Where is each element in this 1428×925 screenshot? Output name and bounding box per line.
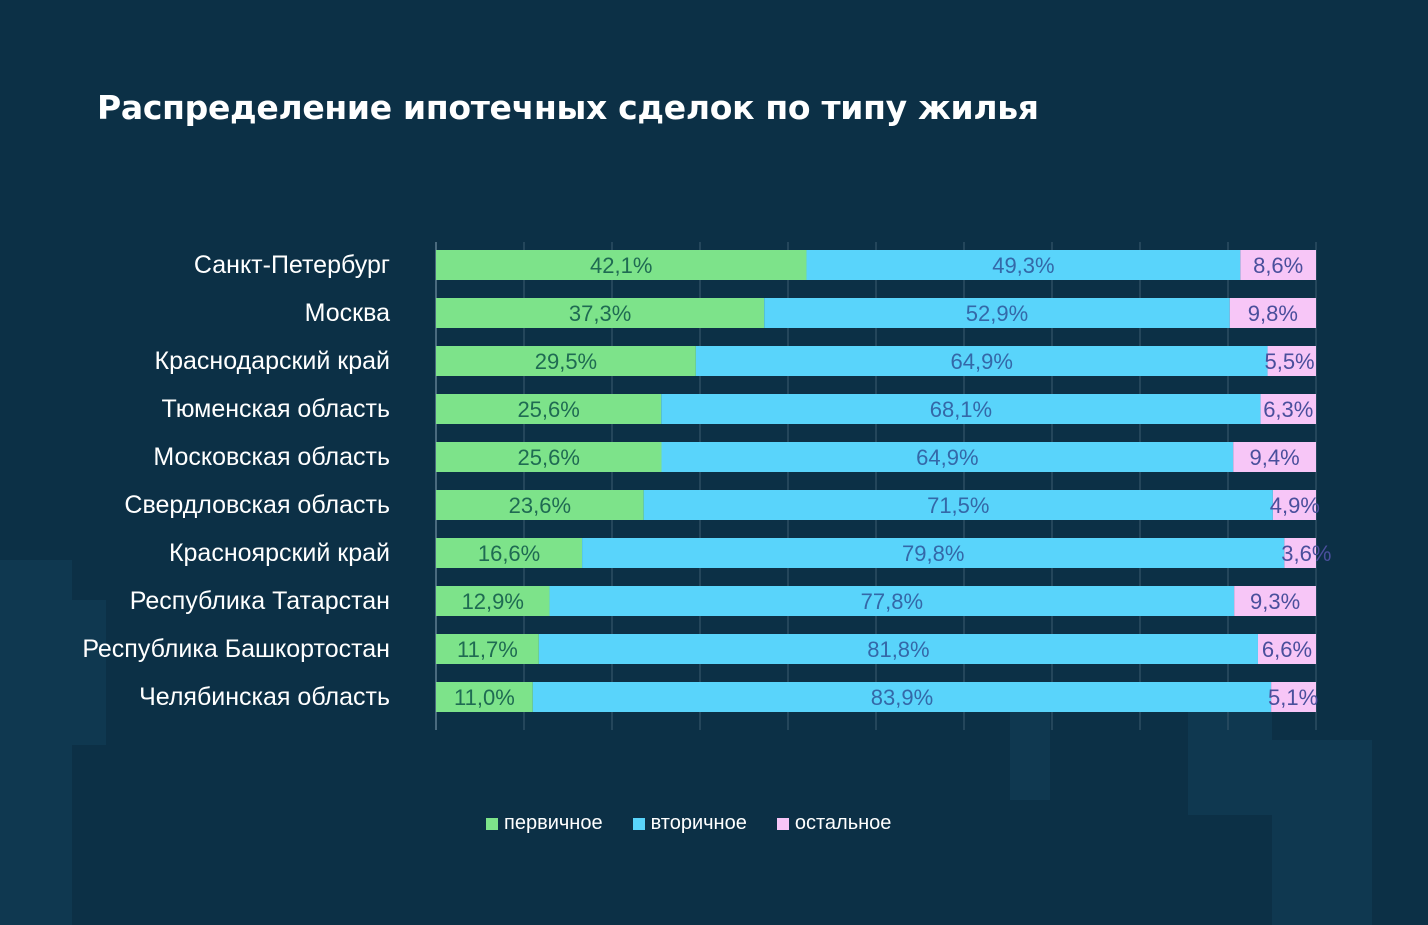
bar-secondary: [643, 490, 1273, 520]
bar-secondary: [538, 634, 1258, 664]
legend-swatch-primary: [486, 817, 498, 830]
legend-item-primary: первичное: [486, 812, 603, 835]
bar-secondary: [549, 586, 1235, 616]
bar-primary: [436, 634, 539, 664]
category-label: Москва: [305, 299, 390, 327]
bar-secondary: [764, 298, 1230, 328]
data-label-other: 9,4%: [1250, 445, 1300, 470]
background-block: [1272, 740, 1372, 925]
data-label-other: 8,6%: [1253, 253, 1303, 278]
category-label: Краснодарский край: [155, 347, 390, 375]
bar-other: [1267, 346, 1316, 376]
category-label: Свердловская область: [124, 491, 390, 519]
bar-primary: [436, 682, 533, 712]
bar-primary: [436, 442, 662, 472]
category-label: Санкт-Петербург: [194, 251, 390, 279]
legend-item-other: остальное: [776, 812, 892, 835]
bar-primary: [436, 298, 765, 328]
bar-secondary: [661, 442, 1234, 472]
data-label-other: 9,8%: [1248, 301, 1298, 326]
data-label-secondary: 64,9%: [951, 349, 1013, 374]
data-label-other: 3,6%: [1281, 541, 1331, 566]
legend-swatch-other: [776, 817, 789, 830]
data-label-primary: 11,7%: [457, 637, 518, 662]
data-label-primary: 42,1%: [590, 253, 652, 278]
data-label-other: 6,3%: [1263, 397, 1313, 422]
data-label-other: 9,3%: [1250, 589, 1300, 614]
bar-primary: [436, 346, 696, 376]
bar-primary: [436, 538, 583, 568]
data-label-primary: 29,5%: [535, 349, 597, 374]
category-label: Республика Татарстан: [130, 587, 390, 615]
bar-secondary: [582, 538, 1285, 568]
legend-label-primary: первичное: [504, 812, 603, 834]
bar-primary: [436, 250, 807, 280]
background-block: [0, 560, 72, 925]
data-label-other: 5,1%: [1268, 685, 1318, 710]
bar-secondary: [806, 250, 1241, 280]
data-label-primary: 37,3%: [569, 301, 631, 326]
bar-other: [1229, 298, 1316, 328]
bar-primary: [436, 490, 644, 520]
bar-secondary: [695, 346, 1268, 376]
category-label: Красноярский край: [169, 539, 390, 567]
bar-other: [1240, 250, 1316, 280]
bar-other: [1271, 682, 1316, 712]
background-block: [72, 600, 106, 745]
bar-other: [1284, 538, 1316, 568]
data-label-other: 5,5%: [1264, 349, 1314, 374]
data-label-secondary: 77,8%: [861, 589, 923, 614]
bar-other: [1233, 442, 1316, 472]
background-block: [1188, 700, 1272, 815]
data-label-secondary: 79,8%: [902, 541, 964, 566]
legend-label-other: остальное: [794, 812, 892, 834]
data-label-primary: 12,9%: [462, 589, 524, 614]
legend-label-secondary: вторичное: [650, 812, 747, 834]
bar-primary: [436, 586, 550, 616]
data-label-secondary: 71,5%: [927, 493, 989, 518]
data-label-primary: 11,0%: [454, 685, 515, 710]
category-label: Тюменская область: [162, 395, 390, 423]
data-label-secondary: 83,9%: [871, 685, 933, 710]
category-label: Челябинская область: [139, 683, 390, 711]
legend-swatch-secondary: [632, 817, 645, 830]
bar-secondary: [661, 394, 1261, 424]
data-label-primary: 25,6%: [517, 397, 579, 422]
category-label: Республика Башкортостан: [82, 635, 390, 663]
bar-primary: [436, 394, 662, 424]
legend: первичное вторичное остальное: [486, 812, 891, 835]
bar-other: [1257, 634, 1316, 664]
data-label-secondary: 52,9%: [966, 301, 1028, 326]
bar-other: [1260, 394, 1316, 424]
chart-title: Распределение ипотечных сделок по типу ж…: [97, 88, 1039, 127]
data-label-other: 6,6%: [1262, 637, 1312, 662]
data-label-secondary: 64,9%: [916, 445, 978, 470]
category-label: Московская область: [153, 443, 390, 471]
data-label-secondary: 81,8%: [867, 637, 929, 662]
data-label-primary: 16,6%: [478, 541, 540, 566]
bar-secondary: [532, 682, 1272, 712]
data-label-primary: 23,6%: [509, 493, 571, 518]
data-label-secondary: 49,3%: [992, 253, 1054, 278]
legend-item-secondary: вторичное: [632, 812, 747, 835]
data-label-secondary: 68,1%: [930, 397, 992, 422]
bar-other: [1272, 490, 1316, 520]
background-block: [1010, 700, 1050, 800]
data-label-other: 4,9%: [1270, 493, 1320, 518]
bar-other: [1234, 586, 1316, 616]
data-label-primary: 25,6%: [518, 445, 580, 470]
